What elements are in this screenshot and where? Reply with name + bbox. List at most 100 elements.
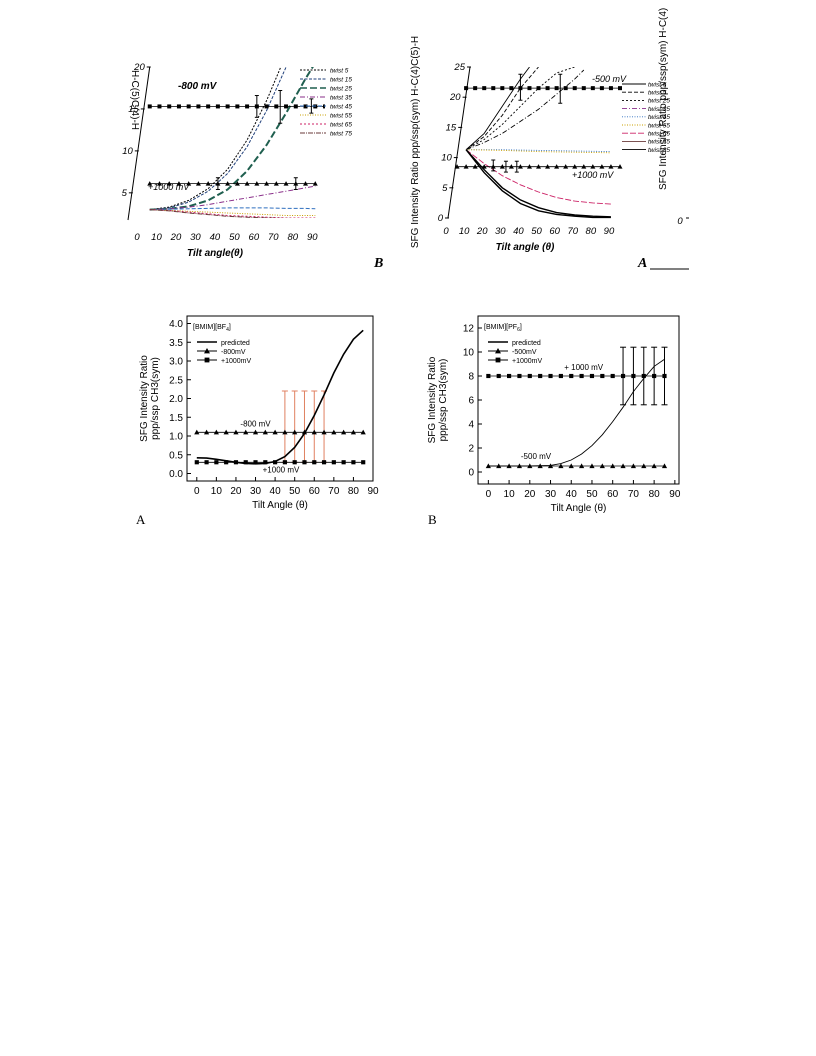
marker-+1000mV [233,460,239,465]
x-tick-label: 70 [628,489,640,500]
legend-label: twist 35 [648,106,670,113]
x-tick-label: 80 [288,232,299,243]
clipped-tick: 0 [677,216,683,227]
marker--800mV [292,429,298,435]
marker--500mV [506,463,512,469]
marker-+1000 mV [176,181,182,186]
legend-label: twist 15 [330,77,352,84]
y-tick-label: 2 [468,444,474,455]
marker--500mV [537,463,543,469]
legend-label-predicted: predicted [512,340,541,347]
marker--800mV [252,429,259,435]
series-line-twist 55 [149,209,316,216]
legend-label: twist 5 [648,90,667,97]
marker--500mV [579,463,585,469]
legend-label: twist 45 [648,114,670,121]
marker-+1000mV [204,460,209,465]
x-tick-label: 10 [504,489,516,500]
marker-+1000mV [527,373,532,379]
legend-label: twist 75 [648,139,670,146]
marker--800 mV [196,104,201,109]
marker-+1000mV [224,460,229,465]
marker--800mV [311,429,317,435]
chart-top-right: 0 5 10 15 20 25 SFG Intensity Ratio ppp/ssp(sy… [410,8,729,270]
x-tick-label: 90 [669,489,681,500]
marker--800 mV [274,104,279,109]
marker-+1000 mV [312,181,318,186]
legend-label: twist 35 [330,95,352,102]
marker--500 mV [572,86,577,91]
legend-label-2: +1000mV [512,358,542,365]
marker-+1000 mV [254,181,260,186]
marker--800 mV [167,104,172,109]
y-tick-label: 0 [468,468,474,479]
x-tick-label: 60 [607,489,619,500]
marker-+1000mV [351,460,356,465]
marker-+1000mV [292,460,297,465]
x-tick-label: 80 [348,486,360,497]
marker-+1000mV [321,460,327,465]
x-tick-label: 70 [328,486,340,497]
marker--800 mV [303,104,308,109]
y-tick-label: 10 [441,153,452,164]
marker--500mV [547,463,554,469]
x-tick-label: 0 [443,226,449,237]
marker--800 mV [176,104,181,109]
plot-frame [477,315,680,485]
y-tick-label: 6 [468,396,474,407]
marker-+1000mV [610,373,615,379]
marker--500mV [620,463,626,469]
marker--500mV [485,463,491,469]
legend-marker-square [204,357,210,363]
y-axis [127,66,151,221]
marker-+1000 mV [617,164,623,169]
marker--500 mV [608,86,613,91]
y-tick-label: 3.0 [169,357,183,368]
marker--800mV [321,429,327,435]
y-tick-label: 25 [453,62,465,73]
y-tick-label: 10 [122,146,133,157]
annotation-1000: +1000 mV [148,182,190,192]
y-tick-label: 0.5 [169,450,183,461]
chart-bottom-left: 0.0 0.5 1.0 1.5 2.0 2.5 3.0 3.5 4.0 0 10 20 30 40 50 60… [139,315,379,511]
y-axis [447,66,471,219]
marker--800 mV [225,104,230,109]
y-tick-label: 20 [133,62,145,73]
x-tick-label: 70 [567,226,578,237]
marker--500mV [496,463,502,469]
marker--800mV [360,429,366,435]
x-tick-label: 80 [649,489,661,500]
x-tick-label: 0 [134,232,140,243]
y-axis-label-2: ppp/ssp CH3(sym) [150,357,161,440]
y-tick-label: 20 [449,92,461,103]
marker--500 mV [482,86,487,91]
x-tick-label: 40 [566,489,578,500]
marker-+1000 mV [283,181,289,186]
marker--500 mV [545,86,550,91]
marker--800 mV [235,104,240,109]
marker-+1000 mV [463,164,469,169]
y-tick-label: 10 [463,348,475,359]
marker-+1000mV [194,460,199,465]
marker--500mV [599,463,605,469]
marker-+1000mV [331,460,336,465]
marker--800mV [331,429,337,435]
marker-+1000mV [341,460,346,465]
marker--800 mV [157,104,162,109]
marker-+1000 mV [186,181,192,186]
series-line-twist 45 [149,207,316,211]
series-line-twist 15 [149,67,287,211]
series-line-twist 75 [465,149,611,218]
marker-+1000mV [496,373,501,379]
plot-frame [186,315,374,482]
marker-+1000mV [538,373,543,379]
marker-+1000 mV [273,181,279,186]
marker--800mV [223,429,229,435]
x-tick-label: 50 [531,226,542,237]
marker-+1000 mV [499,164,505,169]
marker-+1000 mV [147,181,153,186]
series-group [147,67,325,218]
legend-label: twist 75 [330,131,352,138]
y-tick-label: 5 [122,188,128,199]
clipped-fragment: SFG Intensity Ratio ppp/ssp(sym) H-C(4) 0 [658,8,729,235]
